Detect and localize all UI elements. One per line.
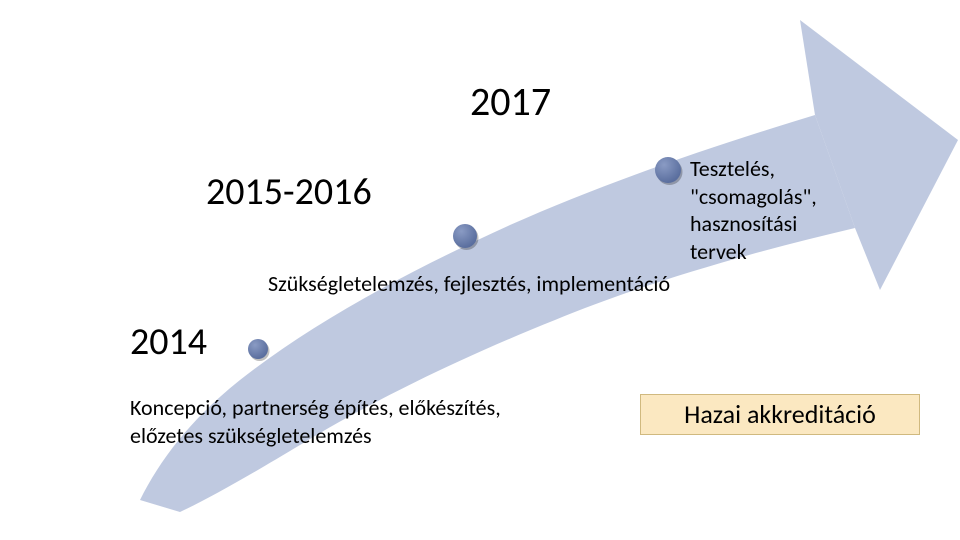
dot-2014 (248, 339, 268, 359)
desc-2017-line3: hasznosítási (690, 210, 797, 237)
accreditation-callout: Hazai akkreditáció (640, 394, 920, 435)
desc-2015-2016: Szükségletelemzés, fejlesztés, implement… (268, 270, 670, 298)
desc-2014-line2: előzetes szükségletelemzés (130, 422, 372, 449)
dot-2015 (453, 224, 477, 248)
year-2015-2016-label: 2015-2016 (206, 172, 372, 214)
desc-2017-line1: Tesztelés, (690, 155, 775, 182)
desc-2017-line4: tervek (690, 238, 747, 265)
dot-2017 (655, 157, 681, 183)
desc-2017: Tesztelés, "csomagolás", hasznosítási te… (690, 155, 817, 265)
year-2017-label: 2017 (470, 80, 551, 124)
desc-2014: Koncepció, partnerség építés, előkészíté… (130, 394, 501, 449)
accreditation-callout-text: Hazai akkreditáció (684, 398, 876, 430)
desc-2017-line2: "csomagolás", (690, 183, 817, 210)
year-2014-label: 2014 (130, 322, 207, 364)
desc-2014-line1: Koncepció, partnerség építés, előkészíté… (130, 394, 501, 421)
diagram-stage: 2017 2015-2016 2014 Tesztelés, "csomagol… (0, 0, 960, 540)
